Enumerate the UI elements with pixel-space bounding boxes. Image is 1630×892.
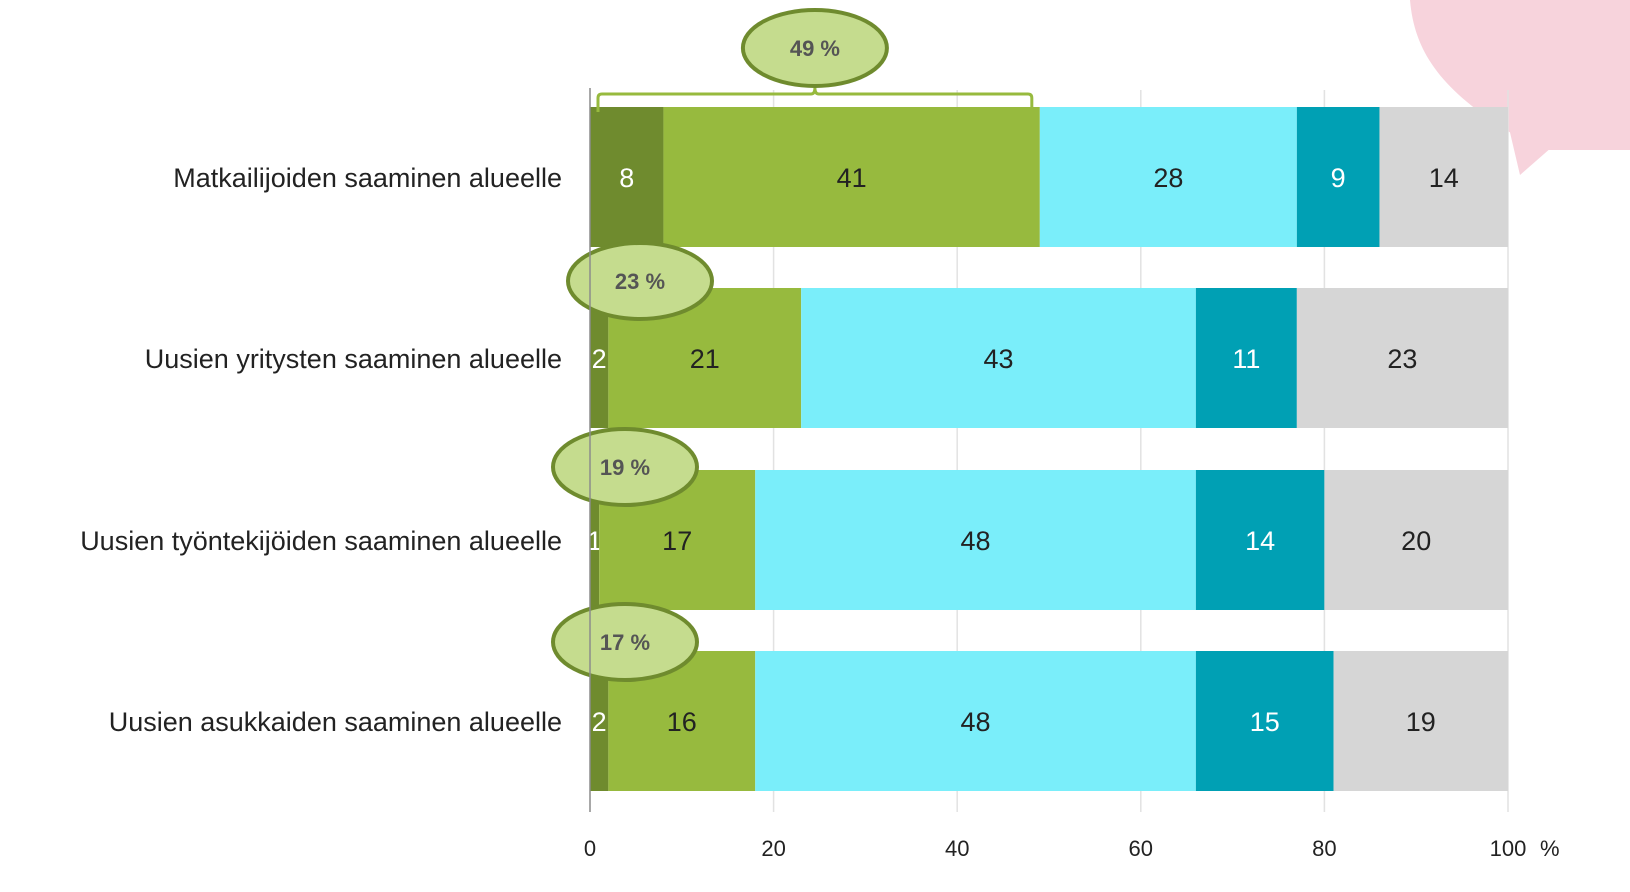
annotation-label-1: 23 % [615,269,665,294]
bar-segment-r3-s4 [1333,651,1508,791]
bar-segment-r3-s2 [755,651,1196,791]
pink-callout-shape [1410,0,1630,175]
bar-segment-r2-s3 [1195,470,1325,610]
bar-segment-r1-s4 [1296,288,1508,428]
bar-segment-r0-s1 [663,107,1040,247]
data-label-r2-s2: 48 [961,526,991,556]
data-label-r0-s4: 14 [1429,163,1459,193]
annotation-label-2: 19 % [600,455,650,480]
category-label-2: Uusien työntekijöiden saaminen alueelle [80,526,562,556]
x-tick-label-20: 20 [761,836,785,861]
x-tick-label-0: 0 [584,836,596,861]
bar-segment-r2-s2 [755,470,1196,610]
data-label-r2-s0: 1 [587,526,602,556]
annotation-label-0: 49 % [790,36,840,61]
x-tick-label-100: 100 [1490,836,1527,861]
annotation-bubble-3 [551,602,699,682]
data-label-r2-s4: 20 [1401,526,1431,556]
bar-segment-r0-s0 [590,107,664,247]
annotation-bubble-1 [566,241,714,321]
category-label-0: Matkailijoiden saaminen alueelle [173,163,562,193]
bar-segment-r0-s2 [1039,107,1297,247]
data-label-r3-s0: 2 [592,707,607,737]
data-label-r2-s3: 14 [1245,526,1275,556]
data-label-r3-s1: 16 [667,707,697,737]
data-label-r1-s1: 21 [690,344,720,374]
x-tick-label-60: 60 [1129,836,1153,861]
data-label-r1-s3: 11 [1232,344,1260,374]
x-tick-label-40: 40 [945,836,969,861]
data-label-r3-s3: 15 [1250,707,1280,737]
bar-segment-r3-s3 [1195,651,1334,791]
annotation-bubble-2 [551,427,699,507]
data-label-r0-s1: 41 [837,163,867,193]
category-label-3: Uusien asukkaiden saaminen alueelle [109,707,562,737]
bar-segment-r1-s0 [590,288,609,428]
bar-segment-r1-s2 [801,288,1196,428]
x-tick-label-80: 80 [1312,836,1336,861]
annotations-group: 49 % 23 % 19 % 17 % [551,8,889,682]
data-label-r0-s2: 28 [1153,163,1183,193]
bar-segment-r1-s3 [1195,288,1297,428]
data-label-r1-s0: 2 [592,344,607,374]
x-axis-ticks: 0 20 40 60 80 100 [584,836,1526,861]
bar-segment-r2-s4 [1324,470,1508,610]
data-label-r0-s0: 8 [619,163,634,193]
annotation-bubble-0 [740,8,889,88]
bar-segment-r0-s4 [1379,107,1508,247]
annotation-label-3: 17 % [600,630,650,655]
data-label-r1-s4: 23 [1387,344,1417,374]
bar-segment-r2-s0 [590,470,600,610]
data-label-r3-s4: 19 [1406,707,1436,737]
bar-segment-r0-s3 [1296,107,1380,247]
category-labels: Matkailijoiden saaminen alueelle Uusien y… [80,163,562,737]
bars-group: 8 41 28 9 14 2 21 43 11 23 1 17 48 14 20 2 16 48 15 19 [587,107,1508,791]
data-label-r2-s1: 17 [662,526,692,556]
data-label-r0-s3: 9 [1331,163,1346,193]
x-axis-unit-label: % [1540,836,1560,861]
data-label-r3-s2: 48 [961,707,991,737]
data-label-r1-s2: 43 [983,344,1013,374]
category-label-1: Uusien yritysten saaminen alueelle [145,344,562,374]
bar-segment-r3-s0 [590,651,609,791]
